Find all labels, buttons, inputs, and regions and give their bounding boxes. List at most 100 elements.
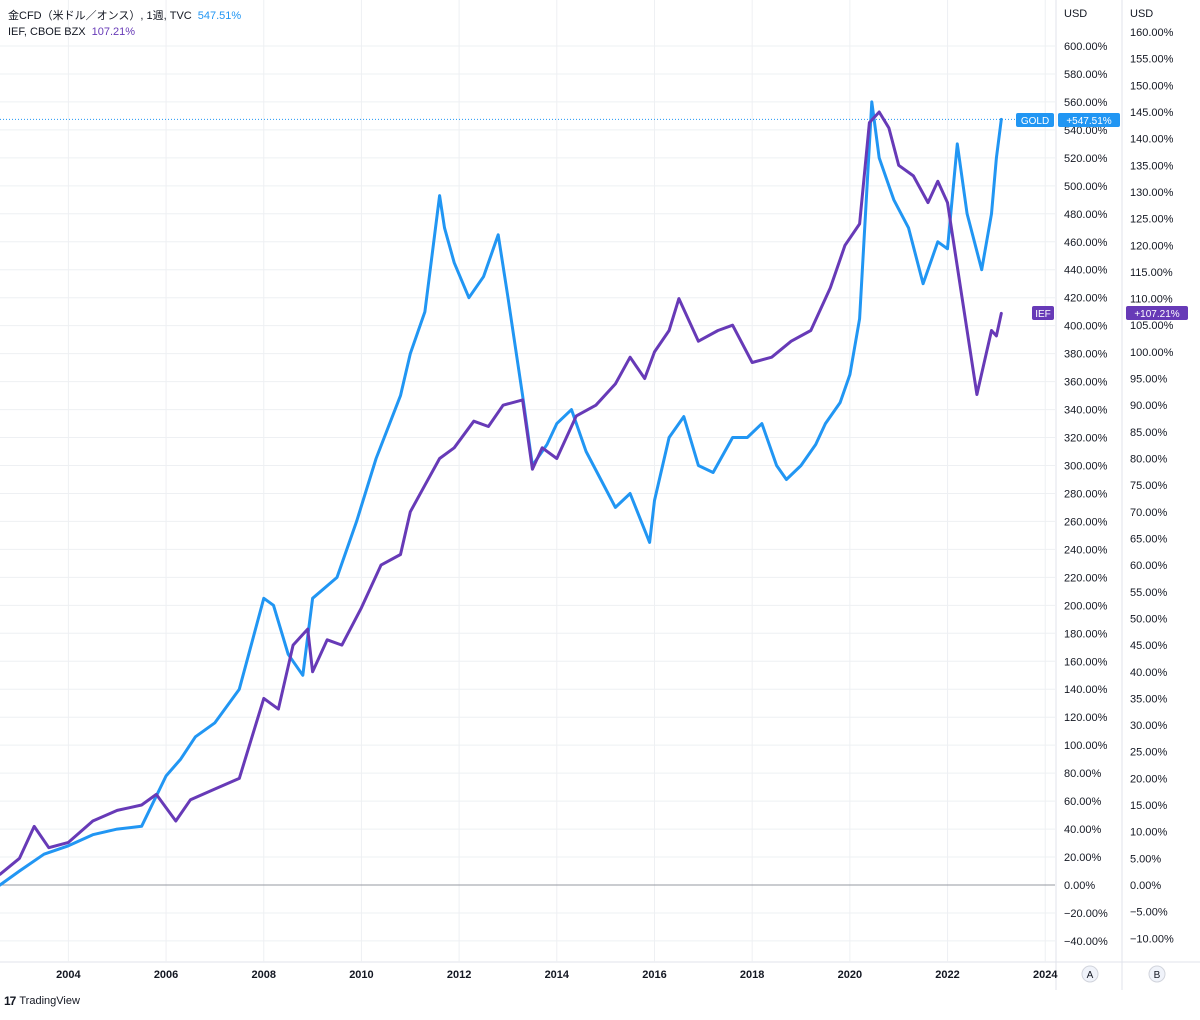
right-tick-label: 145.00%	[1130, 107, 1174, 119]
left-tick-label: 100.00%	[1064, 740, 1108, 752]
right-tick-label: 110.00%	[1130, 294, 1173, 306]
left-tick-label: 600.00%	[1064, 41, 1108, 53]
left-tick-label: 160.00%	[1064, 656, 1108, 668]
left-tick-label: 560.00%	[1064, 97, 1108, 109]
left-tick-label: 240.00%	[1064, 544, 1108, 556]
x-tick-label: 2024	[1033, 969, 1058, 981]
legend-ief-value: 107.21%	[91, 26, 136, 38]
ief-badge-value: +107.21%	[1134, 309, 1179, 320]
gold-series-line[interactable]	[0, 100, 1003, 887]
right-tick-label: 55.00%	[1130, 587, 1168, 599]
right-axis-unit: USD	[1130, 8, 1153, 20]
ief-badge-label: IEF	[1035, 309, 1051, 320]
left-tick-label: 520.00%	[1064, 153, 1108, 165]
right-tick-label: 5.00%	[1130, 853, 1161, 865]
left-tick-label: 280.00%	[1064, 488, 1108, 500]
right-tick-label: 0.00%	[1130, 880, 1161, 892]
right-tick-label: 70.00%	[1130, 507, 1168, 519]
scale-a-button[interactable]: A	[1081, 965, 1099, 983]
ief-badge[interactable]: IEF +107.21%	[1032, 306, 1188, 320]
left-tick-label: 260.00%	[1064, 516, 1108, 528]
left-tick-label: −20.00%	[1064, 908, 1108, 920]
right-tick-label: 90.00%	[1130, 400, 1168, 412]
left-tick-label: 60.00%	[1064, 796, 1102, 808]
right-tick-label: 120.00%	[1130, 240, 1174, 252]
left-tick-label: 460.00%	[1064, 237, 1108, 249]
x-tick-label: 2006	[154, 969, 178, 981]
gold-badge[interactable]: GOLD +547.51%	[1016, 113, 1120, 127]
legend-gold-value: 547.51%	[197, 10, 242, 22]
left-tick-label: 40.00%	[1064, 824, 1102, 836]
gold-badge-value: +547.51%	[1066, 116, 1111, 127]
left-tick-label: 300.00%	[1064, 461, 1108, 473]
axes: USD USD 600.00% 580.00% 560.00% 540.00% 520.…	[56, 8, 1174, 983]
left-axis-unit: USD	[1064, 8, 1087, 20]
right-tick-label: 105.00%	[1130, 320, 1174, 332]
right-tick-label: 50.00%	[1130, 613, 1168, 625]
left-tick-label: 420.00%	[1064, 293, 1108, 305]
x-tick-label: 2012	[447, 969, 471, 981]
left-tick-label: 140.00%	[1064, 684, 1108, 696]
x-tick-label: 2010	[349, 969, 373, 981]
scale-b-button[interactable]: B	[1148, 965, 1166, 983]
x-tick-label: 2016	[642, 969, 666, 981]
left-tick-label: 320.00%	[1064, 433, 1108, 445]
x-tick-label: 2008	[252, 969, 276, 981]
legend-row-gold[interactable]: 金CFD（米ドル／オンス）, 1週, TVC 547.51%	[8, 8, 241, 24]
right-tick-label: 75.00%	[1130, 480, 1168, 492]
legend-gold-name: 金CFD（米ドル／オンス）, 1週, TVC	[8, 10, 192, 22]
x-tick-label: 2004	[56, 969, 81, 981]
x-tick-label: 2018	[740, 969, 764, 981]
x-tick-label: 2022	[935, 969, 959, 981]
legend: 金CFD（米ドル／オンス）, 1週, TVC 547.51% IEF, CBOE …	[8, 8, 241, 40]
right-tick-label: 140.00%	[1130, 134, 1174, 146]
right-tick-label: 30.00%	[1130, 720, 1168, 732]
left-tick-label: 540.00%	[1064, 125, 1108, 137]
right-tick-label: 130.00%	[1130, 187, 1174, 199]
right-tick-label: 10.00%	[1130, 827, 1168, 839]
right-tick-label: −5.00%	[1130, 907, 1168, 919]
left-tick-label: 440.00%	[1064, 265, 1108, 277]
right-tick-label: 125.00%	[1130, 214, 1174, 226]
left-tick-label: 380.00%	[1064, 349, 1108, 361]
left-tick-label: 0.00%	[1064, 880, 1095, 892]
left-tick-label: 580.00%	[1064, 69, 1108, 81]
gold-badge-label: GOLD	[1021, 116, 1049, 127]
left-tick-label: −40.00%	[1064, 936, 1108, 948]
right-tick-label: 85.00%	[1130, 427, 1168, 439]
tradingview-logo-icon[interactable]: 17	[4, 994, 16, 1008]
tradingview-brand[interactable]: TradingView	[19, 995, 80, 1007]
x-tick-label: 2020	[838, 969, 862, 981]
right-tick-label: 35.00%	[1130, 693, 1168, 705]
right-tick-label: −10.00%	[1130, 933, 1174, 945]
left-tick-label: 20.00%	[1064, 852, 1102, 864]
x-tick-label: 2014	[545, 969, 570, 981]
scale-a-label: A	[1087, 970, 1094, 981]
series	[0, 100, 1003, 887]
right-tick-label: 100.00%	[1130, 347, 1174, 359]
right-tick-label: 115.00%	[1130, 267, 1173, 279]
left-tick-label: 180.00%	[1064, 628, 1108, 640]
price-badges: GOLD +547.51% IEF +107.21%	[1016, 113, 1188, 320]
grid	[0, 0, 1200, 990]
left-tick-label: 200.00%	[1064, 600, 1108, 612]
right-tick-label: 80.00%	[1130, 454, 1168, 466]
right-tick-label: 135.00%	[1130, 160, 1174, 172]
left-tick-label: 120.00%	[1064, 712, 1108, 724]
left-tick-label: 500.00%	[1064, 181, 1108, 193]
right-tick-label: 155.00%	[1130, 54, 1174, 66]
right-tick-label: 15.00%	[1130, 800, 1168, 812]
left-tick-label: 340.00%	[1064, 405, 1108, 417]
right-tick-label: 65.00%	[1130, 533, 1168, 545]
left-tick-label: 480.00%	[1064, 209, 1108, 221]
left-tick-label: 360.00%	[1064, 377, 1108, 389]
right-tick-label: 45.00%	[1130, 640, 1168, 652]
ief-series-line[interactable]	[0, 110, 1003, 876]
footer: 17 TradingView	[4, 994, 80, 1008]
right-tick-label: 20.00%	[1130, 773, 1168, 785]
legend-ief-name: IEF, CBOE BZX	[8, 26, 86, 38]
legend-row-ief[interactable]: IEF, CBOE BZX 107.21%	[8, 24, 241, 40]
right-tick-label: 60.00%	[1130, 560, 1168, 572]
